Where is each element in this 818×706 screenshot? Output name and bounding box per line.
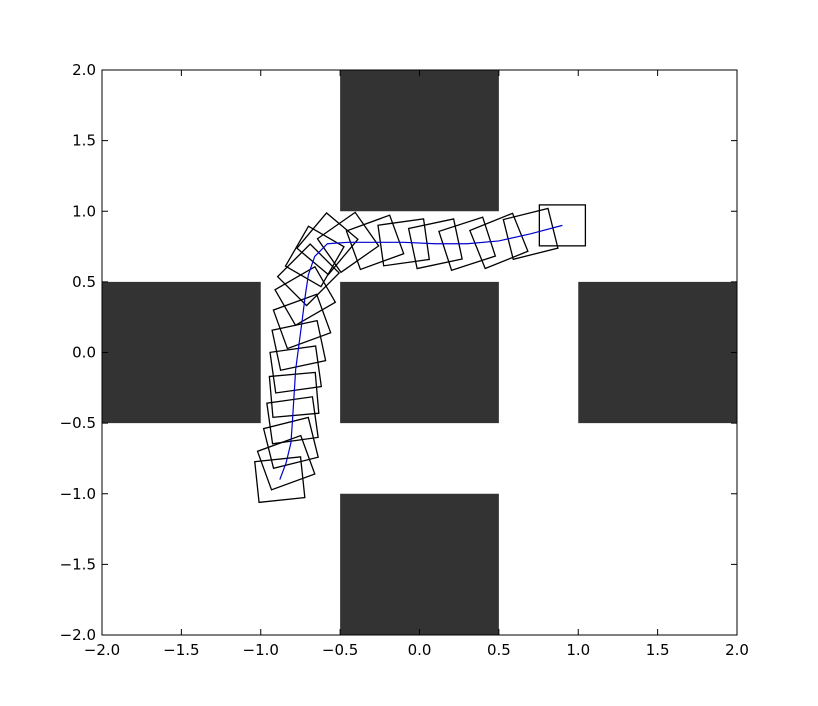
obstacle-top bbox=[340, 70, 499, 212]
robot-pose-square bbox=[271, 319, 327, 372]
x-tick-label: 0.0 bbox=[408, 641, 432, 659]
robot-pose-square bbox=[438, 216, 497, 272]
y-tick-label: 1.0 bbox=[72, 202, 96, 220]
y-tick-label: 1.5 bbox=[72, 132, 96, 150]
obstacle-right bbox=[578, 281, 737, 424]
robot-pose-square bbox=[377, 218, 431, 267]
robot-pose-square bbox=[268, 371, 320, 418]
robot-pose-square bbox=[276, 243, 341, 307]
x-axis: −2.0 −1.5 −1.0 −0.5 0.0 0.5 1.0 1.5 2.0 bbox=[84, 70, 749, 659]
robot-pose-square bbox=[469, 212, 529, 270]
robot-pose-square bbox=[538, 204, 587, 247]
robot-pose-square bbox=[262, 416, 319, 470]
path-line bbox=[279, 224, 563, 480]
robot-pose-square bbox=[274, 265, 337, 327]
x-tick-label: −0.5 bbox=[322, 641, 358, 659]
x-tick-label: −2.0 bbox=[84, 641, 120, 659]
y-tick-label: −1.0 bbox=[60, 485, 96, 503]
y-tick-label: 0.5 bbox=[72, 273, 96, 291]
obstacle-bottom bbox=[340, 493, 499, 635]
y-tick-label: 0.0 bbox=[72, 344, 96, 362]
y-axis: −2.0 −1.5 −1.0 −0.5 0.0 0.5 1.0 1.5 2.0 bbox=[60, 61, 737, 644]
x-tick-label: −1.0 bbox=[243, 641, 279, 659]
robot-pose-square bbox=[407, 218, 463, 270]
x-tick-label: −1.5 bbox=[163, 641, 199, 659]
y-tick-label: −2.0 bbox=[60, 626, 96, 644]
obstacles-layer bbox=[102, 70, 737, 635]
robot-pose-square bbox=[254, 456, 306, 504]
robot-pose-square bbox=[272, 293, 332, 350]
x-tick-label: 0.5 bbox=[487, 641, 511, 659]
y-tick-label: −0.5 bbox=[60, 414, 96, 432]
obstacle-center bbox=[340, 281, 499, 424]
robot-pose-square bbox=[256, 434, 316, 491]
robot-pose-square bbox=[345, 214, 405, 271]
robot-pose-square bbox=[266, 396, 319, 445]
robot-pose-square bbox=[316, 211, 380, 274]
y-tick-label: 2.0 bbox=[72, 61, 96, 79]
y-tick-label: −1.5 bbox=[60, 555, 96, 573]
robot-pose-square bbox=[269, 345, 323, 394]
obstacle-left bbox=[102, 281, 261, 424]
x-tick-label: 1.0 bbox=[566, 641, 590, 659]
x-tick-label: 1.5 bbox=[646, 641, 670, 659]
x-tick-label: 2.0 bbox=[725, 641, 749, 659]
